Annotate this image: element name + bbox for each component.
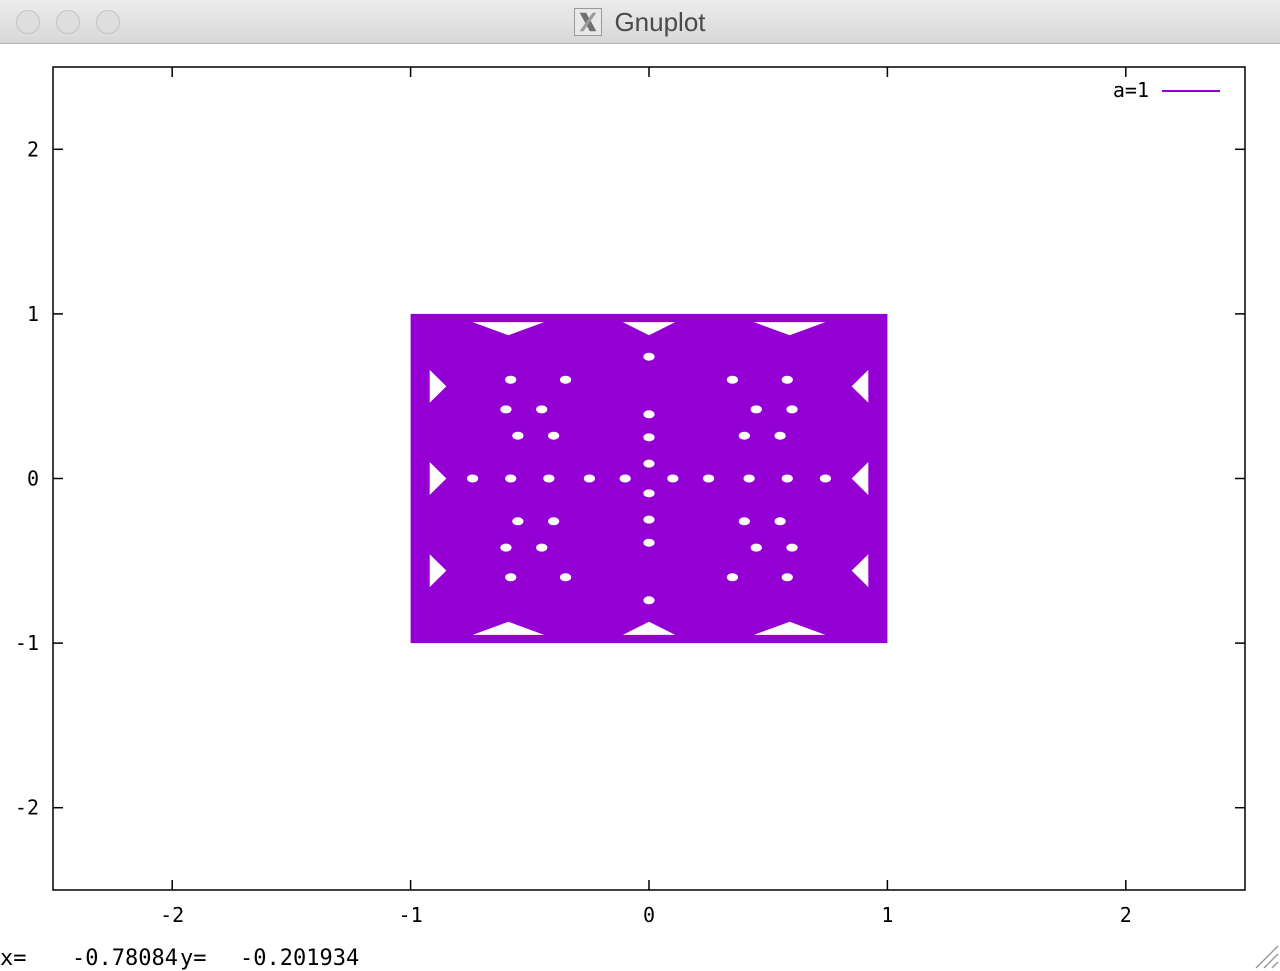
y-tick-label: -1	[15, 631, 39, 655]
pattern-hole	[786, 405, 798, 414]
pattern-hole	[429, 369, 447, 403]
pattern-hole	[505, 375, 517, 384]
pattern-hole	[781, 474, 793, 483]
zoom-window-button[interactable]	[96, 10, 120, 34]
pattern-hole	[643, 352, 655, 361]
y-tick-label: 2	[27, 137, 39, 161]
pattern-hole	[726, 573, 739, 582]
status-bar: x= -0.78084 y= -0.201934	[0, 940, 1280, 971]
close-window-button[interactable]	[16, 10, 40, 34]
window-title: Gnuplot	[614, 6, 706, 37]
pattern-hole	[643, 459, 655, 468]
pattern-hole	[753, 322, 826, 336]
pattern-hole	[753, 621, 826, 635]
pattern-hole	[851, 554, 869, 588]
x-tick-label: -2	[160, 903, 184, 927]
pattern-hole	[622, 322, 676, 336]
pattern-hole	[726, 375, 739, 384]
pattern-hole	[703, 474, 715, 483]
pattern-hole	[774, 517, 786, 526]
pattern-hole	[786, 543, 798, 552]
window-title-group: Gnuplot	[0, 0, 1280, 44]
pattern-hole	[472, 322, 545, 336]
x-coordinate-label: x=	[0, 946, 27, 971]
pattern-hole	[774, 431, 786, 440]
pattern-hole	[643, 489, 655, 498]
pattern-hole	[781, 375, 793, 384]
plot-area[interactable]: -2 -1 0 1 2 -2 -1 0 1 2 a=1	[0, 44, 1280, 940]
x-tick-label: 0	[643, 903, 655, 927]
x-tick-label: 1	[881, 903, 893, 927]
pattern-holes	[429, 322, 869, 635]
x-tick-label: -1	[399, 903, 423, 927]
pattern-hole	[781, 573, 793, 582]
pattern-hole	[500, 543, 512, 552]
pattern-hole	[536, 405, 548, 414]
pattern-hole	[643, 596, 655, 605]
pattern-hole	[743, 474, 755, 483]
pattern-hole	[643, 433, 655, 442]
pattern-hole	[543, 474, 555, 483]
pattern-hole	[851, 369, 869, 403]
pattern-hole	[429, 462, 447, 495]
pattern-hole	[505, 474, 517, 483]
plot-canvas[interactable]: -2 -1 0 1 2 -2 -1 0 1 2 a=1	[0, 44, 1280, 940]
pattern-hole	[667, 474, 679, 483]
y-tick-label: -2	[15, 796, 39, 820]
axis-tick-labels: -2 -1 0 1 2 -2 -1 0 1 2	[15, 137, 1132, 927]
x-tick-label: 2	[1120, 903, 1132, 927]
pattern-hole	[472, 621, 545, 635]
pattern-hole	[512, 431, 524, 440]
pattern-hole	[643, 538, 655, 547]
legend: a=1	[1113, 78, 1220, 102]
pattern-hole	[559, 573, 572, 582]
pattern-hole	[559, 375, 572, 384]
y-coordinate-value: -0.201934	[240, 946, 360, 971]
pattern-hole	[643, 410, 655, 419]
x-coordinate-value: -0.78084	[72, 946, 178, 971]
pattern-hole	[643, 515, 655, 524]
pattern-hole	[429, 554, 447, 588]
pattern-hole	[619, 474, 631, 483]
pattern-hole	[500, 405, 512, 414]
window-titlebar[interactable]: Gnuplot	[0, 0, 1280, 44]
y-tick-label: 1	[27, 302, 39, 326]
pattern-hole	[622, 621, 676, 635]
minimize-window-button[interactable]	[56, 10, 80, 34]
x11-icon	[574, 8, 603, 36]
pattern-hole	[819, 474, 832, 483]
data-region-fill	[410, 313, 888, 644]
y-tick-label: 0	[27, 467, 39, 491]
pattern-hole	[548, 517, 560, 526]
legend-label: a=1	[1113, 78, 1149, 102]
axis-ticks	[53, 67, 1245, 890]
pattern-hole	[505, 573, 517, 582]
pattern-hole	[750, 543, 762, 552]
pattern-hole	[750, 405, 762, 414]
pattern-hole	[548, 431, 560, 440]
pattern-hole	[738, 431, 750, 440]
pattern-hole	[851, 462, 869, 495]
data-region	[410, 313, 888, 644]
pattern-hole	[583, 474, 596, 483]
pattern-hole	[536, 543, 548, 552]
y-coordinate-label: y=	[180, 946, 207, 971]
pattern-hole	[466, 474, 479, 483]
pattern-hole	[512, 517, 524, 526]
pattern-hole	[738, 517, 750, 526]
resize-grip-icon[interactable]	[1250, 940, 1280, 970]
